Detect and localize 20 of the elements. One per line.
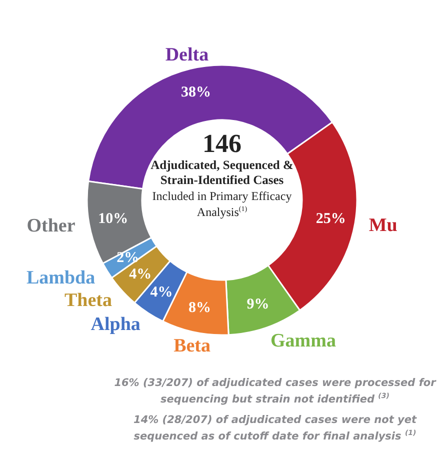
text: Included in Primary Efficacy Analysis$^{(1)}$ [151, 189, 293, 219]
data-label: 38% [181, 84, 212, 101]
data-label: 4% [150, 284, 173, 300]
data-label: 8% [188, 300, 212, 316]
text: Adjudicated, Sequenced & Strain-Identified Cases [150, 158, 294, 188]
data-label: 9% [246, 296, 270, 312]
slice-label: Mu [368, 214, 398, 236]
slice-label: Other [26, 215, 76, 236]
text: 146 [202, 129, 242, 158]
slice-label: Gamma [270, 330, 336, 352]
slice-label: Delta [165, 44, 210, 66]
data-label: 25% [316, 210, 346, 227]
data-label: 10% [98, 211, 128, 228]
text: 14% (28/207) of adjudicated cases were not yet sequenced as of cutoff date for final analysis $^{(1)}$ [132, 414, 418, 444]
slice-label: Lambda [26, 268, 96, 289]
slice-label: Beta [174, 335, 212, 356]
slice-label: Theta [64, 290, 112, 311]
data-label: 4% [129, 266, 152, 283]
slice-label: Alpha [90, 314, 141, 336]
text: 16% (33/207) of adjudicated cases were processed for sequencing but strain not identified $^{(3)}$ [113, 377, 438, 406]
